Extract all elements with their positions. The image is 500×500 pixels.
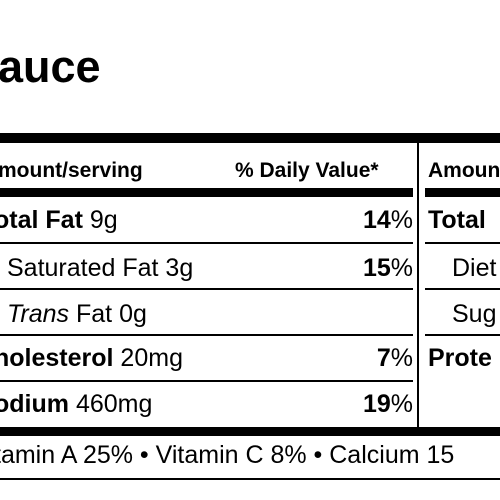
total-fat-amount: 9g — [82, 206, 118, 234]
divider-1-left — [0, 242, 413, 244]
cholesterol-dv-sign: % — [390, 344, 413, 372]
amount-per-serving-header: mount/serving — [0, 159, 143, 182]
bottom-thick-rule — [0, 427, 500, 436]
total-fat-dv-value: 14 — [362, 206, 391, 234]
sodium-dv-sign: % — [390, 390, 413, 418]
header-thick-rule-right — [425, 188, 500, 197]
cholesterol-dv-value: 7 — [376, 344, 391, 372]
sodium-label: odium — [0, 390, 69, 418]
saturated-fat-dv-sign: % — [390, 254, 413, 282]
column-divider — [417, 143, 419, 435]
saturated-fat-row: Saturated Fat 3g — [7, 256, 193, 281]
sugars-label: Sug — [452, 300, 497, 328]
amount-right-header: Amoun — [428, 159, 500, 182]
sodium-dv: 19% — [253, 392, 413, 417]
sodium-dv-value: 19 — [362, 390, 391, 418]
top-thick-rule — [0, 133, 500, 143]
sodium-amount: 460mg — [69, 390, 153, 418]
divider-1-right — [425, 242, 500, 244]
cholesterol-dv: 7% — [253, 346, 413, 371]
total-fat-row: otal Fat 9g — [0, 208, 118, 233]
vitamins-line: tamin A 25% • Vitamin C 8% • Calcium 15 — [0, 441, 455, 469]
bottom-thin-rule — [0, 478, 500, 480]
protein-label: Prote — [428, 344, 492, 372]
total-carb-label: Total — [428, 206, 486, 234]
saturated-fat-amount: 3g — [158, 254, 194, 282]
total-fat-dv: 14% — [253, 208, 413, 233]
saturated-fat-label: Saturated Fat — [7, 254, 159, 282]
total-fat-dv-sign: % — [390, 206, 413, 234]
saturated-fat-dv-value: 15 — [362, 254, 391, 282]
divider-3-left — [0, 334, 413, 336]
cholesterol-amount: 20mg — [113, 344, 183, 372]
total-fat-label: otal Fat — [0, 206, 83, 234]
trans-fat-label: Fat 0g — [69, 300, 147, 328]
header-thick-rule-left — [0, 188, 413, 197]
product-title: auce — [0, 41, 101, 92]
divider-2-right — [425, 288, 500, 290]
divider-4 — [0, 380, 413, 382]
cholesterol-label: holesterol — [0, 344, 114, 372]
divider-3-right — [425, 334, 500, 336]
trans-fat-row: Trans Fat 0g — [7, 302, 147, 327]
daily-value-header: % Daily Value* — [235, 159, 379, 182]
sodium-row: odium 460mg — [0, 392, 152, 417]
dietary-fiber-label: Diet — [452, 254, 497, 282]
divider-2-left — [0, 288, 413, 290]
trans-fat-italic: Trans — [7, 300, 70, 328]
cholesterol-row: holesterol 20mg — [0, 346, 183, 371]
saturated-fat-dv: 15% — [253, 256, 413, 281]
